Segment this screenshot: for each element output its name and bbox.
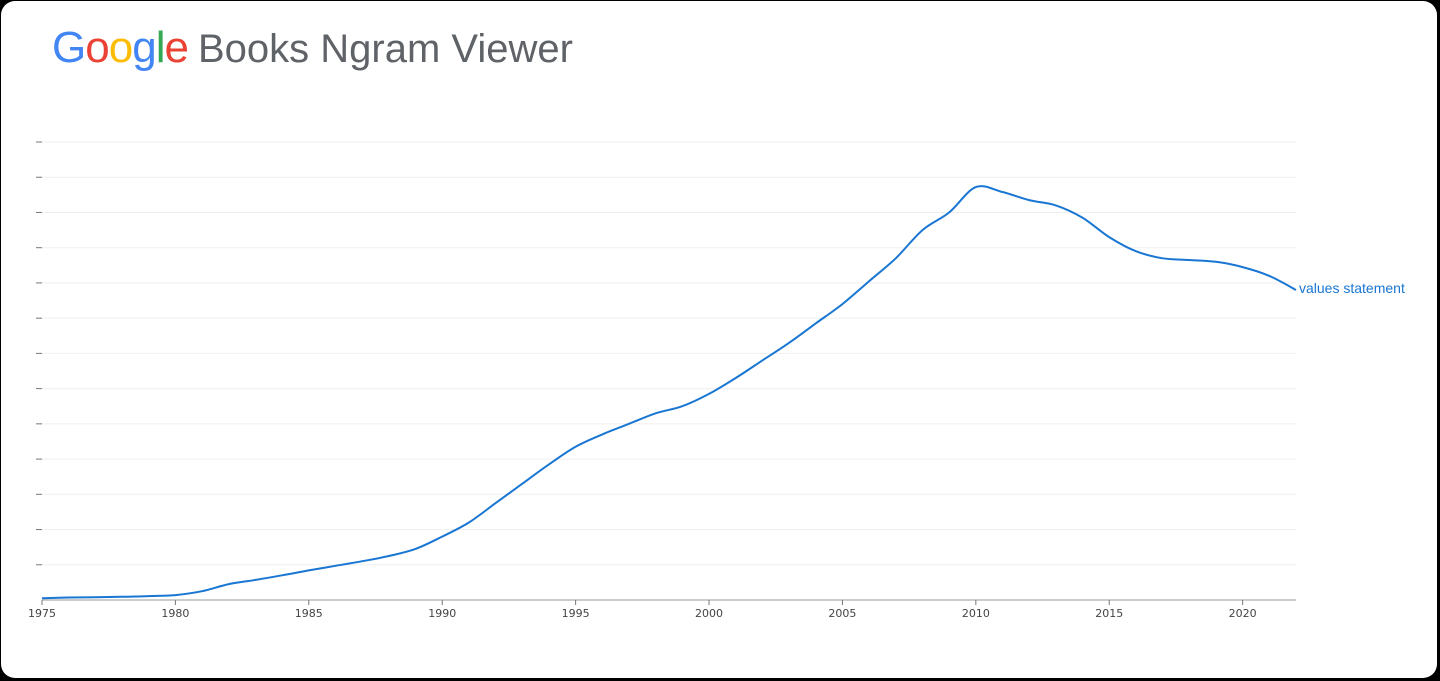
series-line	[41, 185, 1297, 600]
x-tick-label: 2000	[695, 607, 723, 620]
x-tick-label: 2010	[962, 607, 990, 620]
logo-letter: g	[132, 23, 157, 72]
x-tick-label: 1995	[562, 607, 590, 620]
app-title: Books Ngram Viewer	[197, 27, 573, 71]
x-tick-label: 1975	[28, 607, 56, 620]
x-tick-label: 1990	[428, 607, 456, 620]
logo-letter: l	[155, 23, 166, 72]
google-logo: Google	[52, 23, 189, 73]
logo-letter: G	[52, 23, 86, 72]
logo-letter: o	[85, 23, 110, 72]
x-tick-label: 1985	[295, 607, 323, 620]
x-tick-label: 1980	[161, 607, 189, 620]
logo-letter: o	[108, 23, 134, 72]
logo-letter: e	[164, 23, 189, 72]
series-label: values statement	[1299, 280, 1405, 296]
x-tick-label: 2020	[1229, 607, 1257, 620]
ngram-logo: Google Books Ngram Viewer	[52, 23, 573, 79]
x-tick-label: 2015	[1095, 607, 1123, 620]
x-tick-label: 2005	[828, 607, 856, 620]
